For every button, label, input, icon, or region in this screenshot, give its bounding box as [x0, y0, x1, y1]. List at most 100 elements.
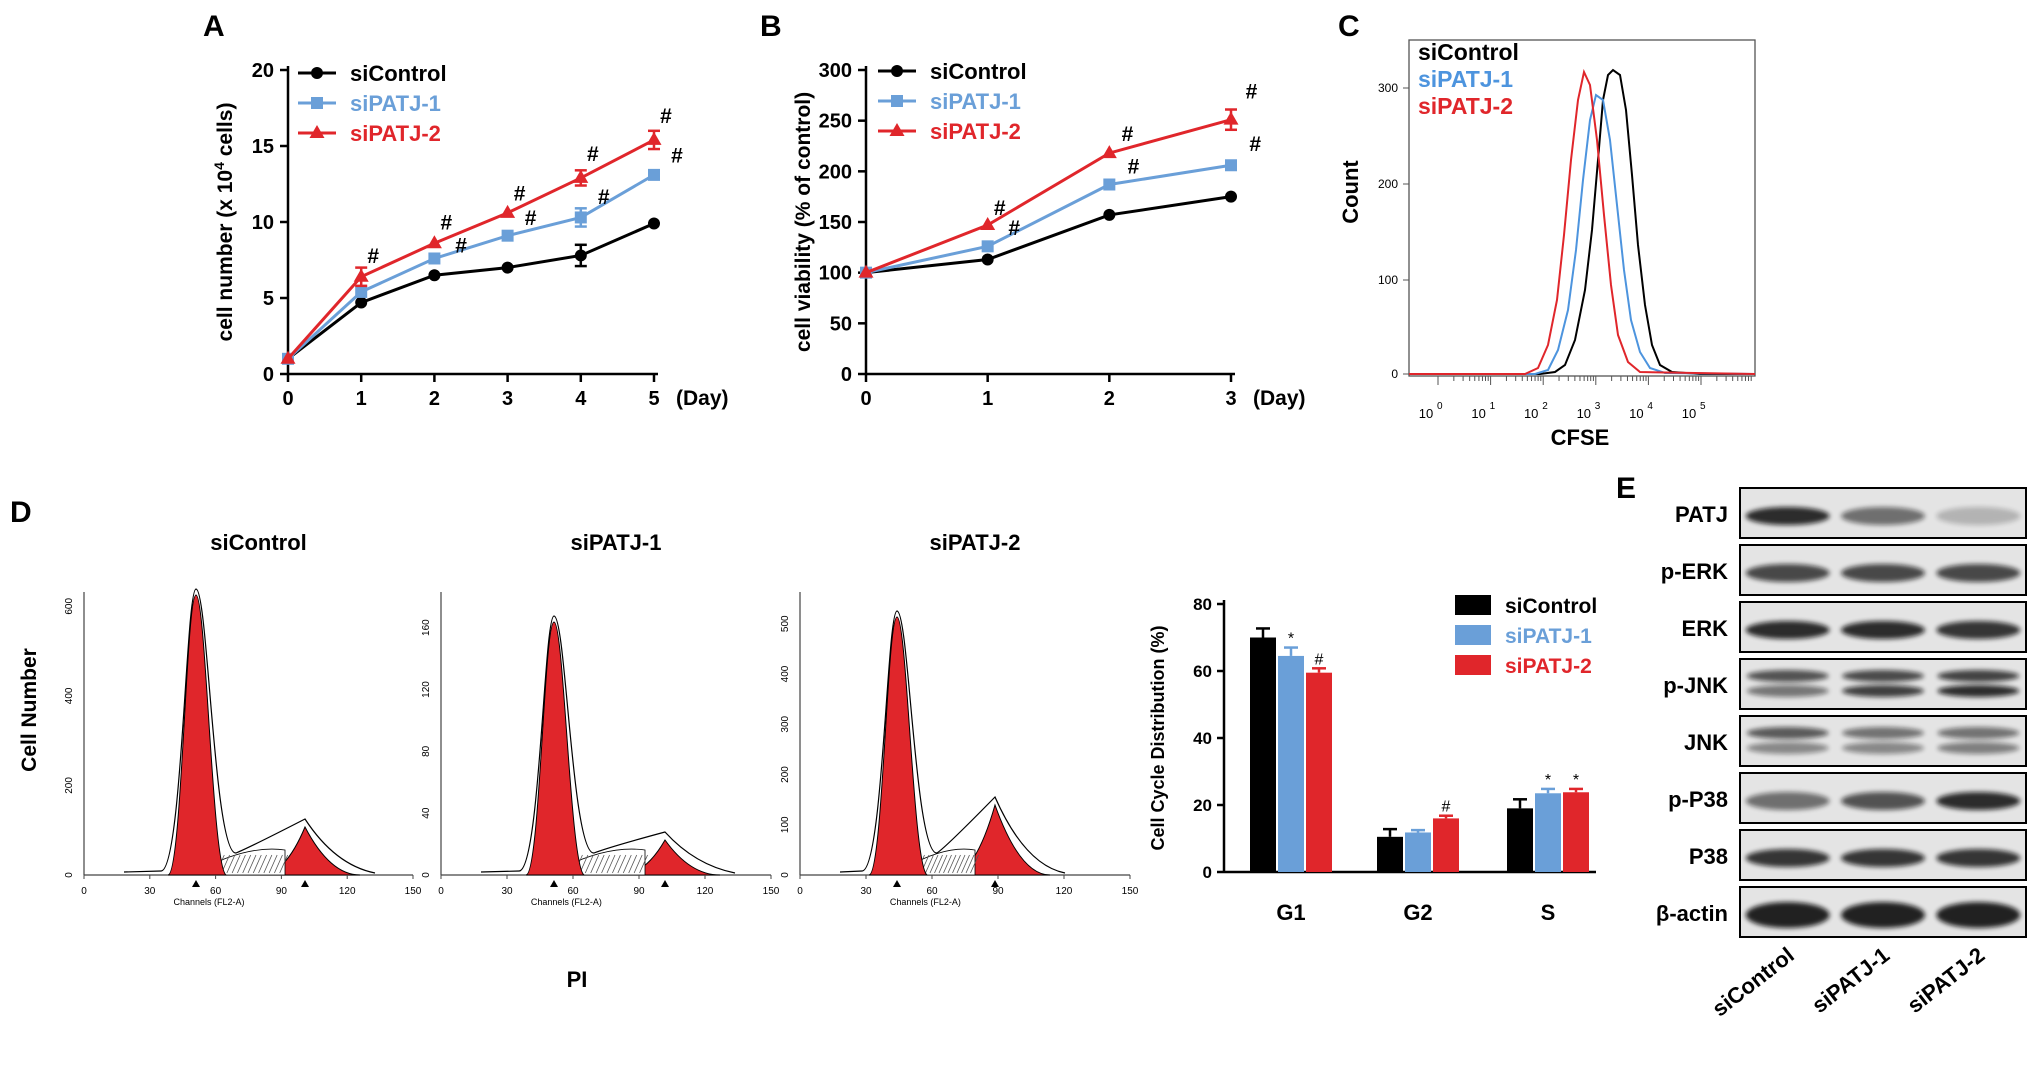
data-point [981, 253, 994, 266]
cfse-x-tick-exp: 4 [1647, 401, 1653, 412]
series-line [287, 222, 655, 360]
y-tick-label: 0 [263, 364, 274, 386]
histogram-x-tick-label: 0 [81, 886, 87, 897]
s-phase-hatch [595, 854, 605, 874]
significance-mark: # [587, 143, 599, 166]
data-point [858, 264, 874, 278]
histogram-outline [123, 588, 376, 874]
blot-band [1842, 670, 1924, 682]
histogram-sicontrol: 0 30 60 90 120 150 Channels (FL2-A) 0 200 400 600 s… [64, 530, 422, 907]
significance-mark: # [598, 186, 610, 209]
bar-significance-mark: * [1573, 772, 1579, 789]
blot-lane-label: siControl [1707, 942, 1798, 1021]
cfse-x-tick-exp: 3 [1595, 401, 1601, 412]
blot-band [1936, 564, 2021, 582]
panel-label-c: C [1338, 10, 1360, 43]
x-tick-label: 1 [356, 388, 367, 410]
data-point [1223, 111, 1239, 125]
blot-band [1746, 727, 1829, 739]
data-point [574, 249, 587, 262]
cfse-x-tick-label: 10 [1577, 406, 1591, 421]
s-phase-hatch [258, 854, 267, 874]
y-tick-label: 50 [830, 313, 852, 335]
cfse-x-label: CFSE [1551, 425, 1610, 450]
bar-sipatj-1 [1535, 793, 1561, 872]
blot-row-label: P38 [1689, 844, 1728, 869]
bar-sipatj-1 [1278, 655, 1304, 872]
g2-marker [991, 880, 999, 887]
y-tick-label: 20 [252, 60, 274, 82]
bar-category-label: G2 [1403, 900, 1432, 925]
y-tick-label: 10 [252, 212, 274, 234]
legend-label: siPATJ-2 [930, 119, 1021, 144]
s-phase-hatch [938, 854, 948, 874]
data-point [1101, 145, 1117, 159]
panel-label-a: A [203, 10, 225, 43]
s-phase-hatch [622, 854, 632, 874]
series-line [286, 173, 655, 360]
histogram-y-tick-label: 160 [421, 619, 432, 636]
x-tick-label: 2 [429, 388, 440, 410]
y-axis-label: cell viability (% of control) [792, 92, 815, 352]
s-phase-hatch [628, 854, 638, 874]
bar-sicontrol [1250, 637, 1276, 872]
series-line [865, 163, 1232, 275]
blot-band [1746, 670, 1829, 682]
series-sipatj-1 [860, 159, 1237, 279]
x-tick-label: 5 [648, 388, 659, 410]
histogram-y-tick-label: 200 [64, 777, 75, 794]
blot-band [1746, 742, 1829, 754]
bar-sipatj-2 [1306, 672, 1332, 872]
chart-d-cell-cycle: 0 20 40 60 80 Cell Cycle Distribution (%) G1 G2… [1148, 595, 1597, 925]
blot-band [1936, 621, 2021, 639]
histogram-x-tick-label: 120 [697, 886, 714, 897]
histogram-x-tick-label: 120 [1056, 886, 1073, 897]
blot-band [1936, 507, 2021, 525]
x-unit-label: (Day) [1253, 387, 1306, 410]
cfse-y-label: Count [1338, 160, 1363, 224]
data-point [646, 131, 662, 145]
s-phase-hatch [237, 854, 246, 874]
y-tick-label: 100 [819, 263, 852, 285]
data-point [426, 235, 442, 249]
s-phase-hatch [268, 854, 278, 874]
data-point [980, 217, 996, 231]
blot-row-label: p-P38 [1668, 787, 1728, 812]
x-tick-label: 3 [502, 388, 513, 410]
cfse-legend-sipatj2: siPATJ-2 [1418, 93, 1513, 119]
y-tick-label: 15 [252, 136, 274, 158]
bar-legend-swatch [1455, 655, 1491, 675]
blot-row-pjnk: p-JNK [1663, 658, 2027, 710]
bar-y-tick-label: 20 [1193, 796, 1212, 815]
blot-row-label: p-JNK [1663, 673, 1728, 698]
cfse-x-tick-exp: 2 [1542, 401, 1548, 412]
x-unit-label: (Day) [676, 387, 729, 410]
blot-band [1842, 727, 1924, 739]
blot-band [1745, 621, 1830, 639]
cfse-y-tick-label: 100 [1378, 273, 1398, 287]
y-axis-label-end: cells) [214, 103, 237, 163]
blot-band [1937, 727, 2020, 739]
y-tick-label: 0 [841, 364, 852, 386]
cfse-x-tick-exp: 0 [1437, 401, 1443, 412]
data-point [353, 268, 369, 282]
bar-significance-mark: # [1315, 651, 1324, 668]
bar-category-label: G1 [1276, 900, 1305, 925]
blot-frame [1739, 715, 2027, 767]
histogram-common-x-label: PI [567, 967, 588, 992]
blot-row-patj: PATJ [1675, 487, 2027, 539]
data-point [428, 252, 441, 265]
histogram-y-tick-label: 300 [780, 715, 791, 732]
data-point [648, 217, 660, 230]
g1-marker [550, 880, 558, 887]
x-tick-label: 2 [1104, 388, 1115, 410]
blot-band [1842, 742, 1924, 754]
s-phase-hatch [961, 854, 970, 874]
s-phase-hatch [252, 854, 262, 874]
blot-band [1841, 507, 1925, 525]
data-point [1103, 178, 1116, 191]
blot-row-p38: P38 [1689, 829, 2027, 881]
